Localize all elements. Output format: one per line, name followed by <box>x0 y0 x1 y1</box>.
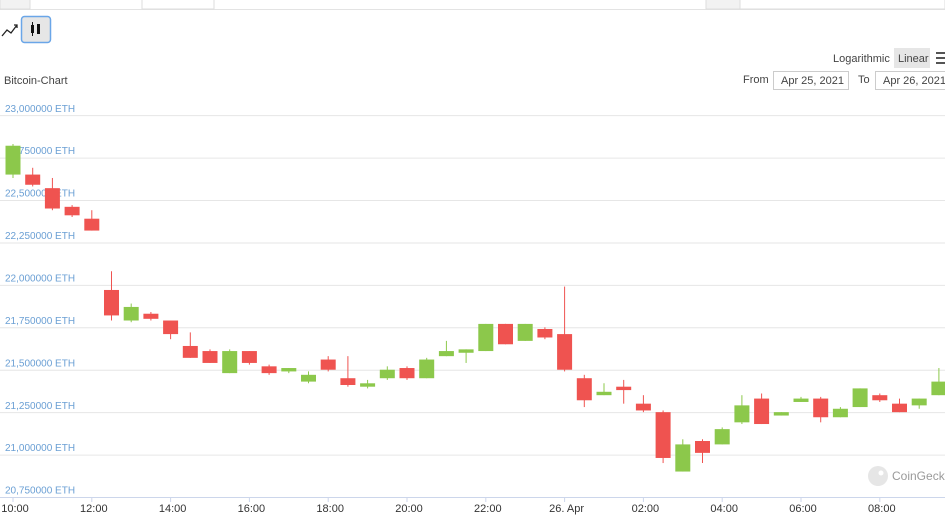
candle-body <box>301 374 316 382</box>
candle-body <box>320 359 336 370</box>
tab[interactable] <box>0 0 31 10</box>
candle-body <box>182 345 198 358</box>
from-date[interactable]: Apr 25, 2021 <box>781 75 844 87</box>
x-tick-label: 12:00 <box>80 503 108 515</box>
candle-body <box>281 368 297 372</box>
linear-button[interactable]: Linear <box>898 53 929 65</box>
tab[interactable] <box>739 0 945 10</box>
x-tick-label: 04:00 <box>710 503 738 515</box>
to-date[interactable]: Apr 26, 2021 <box>883 75 945 87</box>
candle-body <box>537 329 553 338</box>
x-tick-label: 06:00 <box>789 503 817 515</box>
watermark: CoinGecko <box>868 466 945 486</box>
candle-body <box>25 174 41 185</box>
menu-button[interactable] <box>936 52 945 64</box>
candle-body <box>793 398 809 402</box>
candle-body <box>419 359 435 379</box>
y-tick-label: 22,250000 ETH <box>5 231 75 242</box>
candle-body <box>478 323 494 352</box>
candle-body <box>813 398 829 418</box>
candle-body <box>596 391 612 396</box>
y-tick-label: 21,250000 ETH <box>5 401 75 412</box>
candle-body <box>438 351 454 357</box>
y-tick-label: 21,500000 ETH <box>5 358 75 369</box>
candlestick-button[interactable] <box>20 15 52 44</box>
tab-bar <box>0 0 945 9</box>
y-tick-label: 21,750000 ETH <box>5 316 75 327</box>
x-tick-label: 08:00 <box>868 503 896 515</box>
candle-body <box>222 351 238 374</box>
candle-body <box>340 378 356 385</box>
candle-body <box>754 398 770 425</box>
logarithmic-button[interactable]: Logarithmic <box>833 53 890 65</box>
candle-body <box>241 351 257 363</box>
candle-body <box>202 351 218 363</box>
candle-body <box>773 412 789 416</box>
y-tick-label: 20,750000 ETH <box>5 486 75 497</box>
candle-body <box>557 334 573 370</box>
from-label: From <box>743 74 769 86</box>
y-tick-label: 23,000000 ETH <box>5 104 75 115</box>
y-tick-label: 22,500000 ETH <box>5 189 75 200</box>
candle-body <box>675 444 691 472</box>
candle-body <box>832 408 848 418</box>
chart-name: Bitcoin-Chart <box>4 75 68 87</box>
candle-body <box>104 289 119 316</box>
candle-body <box>498 323 513 345</box>
x-tick-label: 02:00 <box>632 503 660 515</box>
candle-body <box>655 412 671 458</box>
x-tick-label: 10:00 <box>1 503 29 515</box>
candle-body <box>261 366 277 374</box>
x-tick-label: 16:00 <box>238 503 266 515</box>
candle-body <box>44 188 60 209</box>
candle-body <box>517 323 533 341</box>
candle-body <box>123 306 139 321</box>
candle-body <box>911 398 927 406</box>
candle-body <box>635 403 651 411</box>
from-input[interactable] <box>773 71 849 90</box>
candle-body <box>852 388 868 408</box>
watermark-text: CoinGecko <box>892 469 945 483</box>
line-chart-button[interactable] <box>1 24 18 37</box>
y-tick-label: 21,000000 ETH <box>5 443 75 454</box>
y-tick-label: 22,750000 ETH <box>5 146 75 157</box>
tab[interactable] <box>141 0 215 10</box>
candle-body <box>64 206 80 216</box>
x-tick-label: 18:00 <box>316 503 344 515</box>
candle-body <box>576 378 592 401</box>
candle-body <box>695 441 710 453</box>
candle-body <box>892 403 907 413</box>
candle-body <box>458 349 474 353</box>
plot: 20,750000 ETH 21,000000 ETH 21,250000 ETH 2… <box>0 104 945 515</box>
candle-body <box>163 320 179 335</box>
x-tick-label: 26. Apr <box>549 503 584 515</box>
candle-body <box>379 369 395 379</box>
candle-body <box>714 429 730 445</box>
tab[interactable] <box>705 0 741 10</box>
candle-body <box>399 368 415 379</box>
to-input[interactable] <box>875 71 945 90</box>
candle-body <box>616 386 632 391</box>
y-tick-label: 22,000000 ETH <box>5 274 75 285</box>
linear-button-bg[interactable] <box>894 48 930 68</box>
x-tick-label: 20:00 <box>395 503 423 515</box>
candle-body <box>84 218 100 231</box>
x-tick-label: 22:00 <box>474 503 502 515</box>
candle-body <box>734 405 750 423</box>
x-tick-label: 14:00 <box>159 503 187 515</box>
candle-body <box>931 381 945 396</box>
candle-body <box>360 383 376 387</box>
to-label: To <box>858 74 870 86</box>
candle-body <box>143 313 159 319</box>
candle-body <box>872 395 888 401</box>
candle-body <box>5 145 21 175</box>
